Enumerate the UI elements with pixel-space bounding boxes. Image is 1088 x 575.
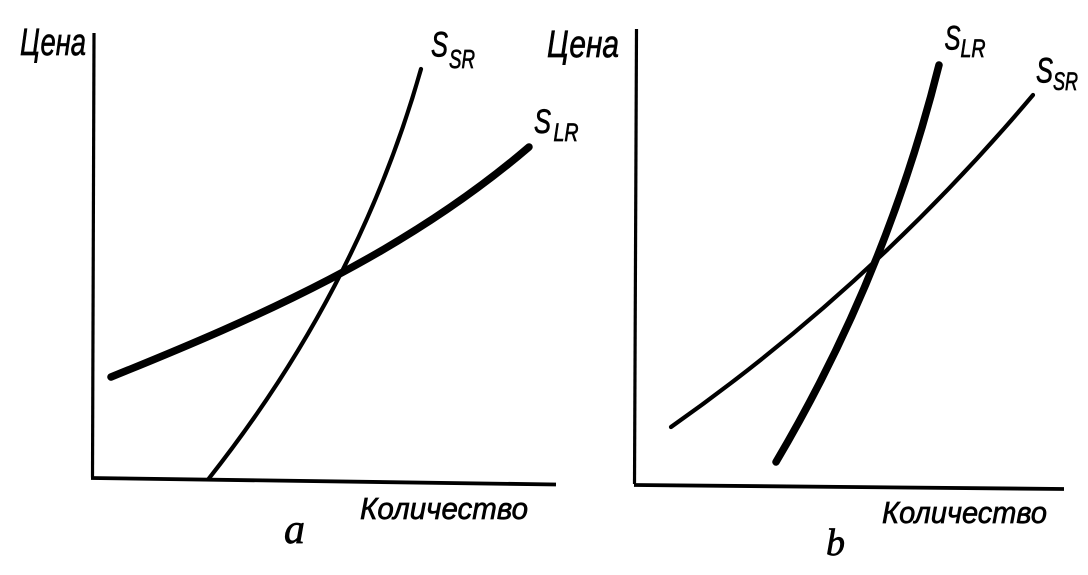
svg-text:LR: LR xyxy=(961,35,986,63)
svg-text:S: S xyxy=(431,26,448,65)
svg-text:Количество: Количество xyxy=(882,495,1047,530)
svg-text:SR: SR xyxy=(1053,68,1078,96)
svg-text:SR: SR xyxy=(449,44,475,74)
svg-text:a: a xyxy=(284,507,305,553)
svg-text:Количество: Количество xyxy=(360,491,528,526)
svg-text:LR: LR xyxy=(554,119,579,147)
svg-text:Цена: Цена xyxy=(547,24,619,66)
svg-text:S: S xyxy=(534,103,551,141)
svg-text:b: b xyxy=(826,522,845,564)
svg-text:Цена: Цена xyxy=(20,22,86,64)
svg-text:S: S xyxy=(945,20,961,58)
svg-text:S: S xyxy=(1036,52,1053,91)
